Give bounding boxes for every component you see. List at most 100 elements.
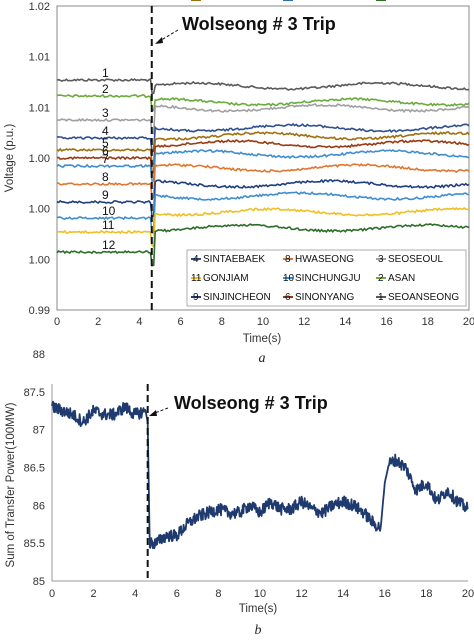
chart-a-x-axis-label: Time(s) [243, 333, 282, 345]
chart-b-y-tick-label: 87.5 [24, 387, 45, 399]
chart-a-y-tick-label: 1.01 [29, 52, 50, 64]
chart-b: 0 2 4 6 8 10 12 14 16 18 20 85 85.5 86 86.5 87 87.5 88 T… [5, 349, 474, 638]
chart-a-x-tick-label: 4 [136, 316, 142, 328]
chart-b-x-tick-label: 4 [132, 588, 138, 600]
chart-a-series-number-label: 6 [102, 144, 109, 158]
chart-a-x-tick-label: 2 [95, 316, 101, 328]
chart-a-legend-entry: 10 SINCHUNGJU [283, 273, 361, 284]
chart-a-x-tick-label: 12 [298, 316, 310, 328]
chart-a-legend-number: 8 [285, 254, 291, 265]
chart-a-y-tick-label: 1.01 [29, 102, 50, 114]
chart-a-series-number-label: 4 [102, 124, 109, 138]
chart-a-series-number-label: 9 [102, 188, 109, 202]
chart-a-legend-label: SINONYANG [295, 292, 354, 303]
chart-a-series-8-line [56, 162, 470, 200]
chart-a-y-tick-label: 1.00 [29, 254, 50, 266]
chart-b-x-tick-label: 10 [254, 588, 266, 600]
chart-a-legend-number: 11 [191, 273, 202, 284]
chart-a-legend-number: 5 [193, 0, 199, 3]
chart-a-series-4-line [57, 122, 470, 153]
chart-b-x-tick-label: 14 [337, 588, 349, 600]
chart-a-legend-entry: 4 SINTAEBAEK [191, 254, 265, 265]
chart-a-legend-number: 5 [285, 0, 291, 3]
chart-a-legend-entry: 6 SINONYANG [283, 292, 354, 303]
chart-b-x-tick-label: 20 [462, 588, 474, 600]
chart-b-annotation: Wolseong # 3 Trip [174, 393, 328, 413]
chart-a-legend-number: 3 [378, 254, 384, 265]
chart-a-series-10-line [56, 191, 470, 234]
chart-a-series-number-label: 10 [102, 204, 116, 218]
chart-a-legend-entry: 11 GONJIAM [191, 273, 249, 284]
chart-a-annotation: Wolseong # 3 Trip [182, 14, 336, 34]
chart-a-legend-entry: 2 ASAN [376, 273, 415, 284]
chart-a-series-number-label: 11 [102, 218, 115, 232]
chart-b-x-tick-label: 12 [295, 588, 307, 600]
chart-b-y-tick-label: 88 [33, 349, 45, 361]
chart-a-series-lines [56, 77, 470, 267]
chart-a-legend-label: SINGAPYEONG [295, 0, 369, 3]
chart-a-x-tick-label: 8 [219, 316, 225, 328]
chart-a-legend-entry: 9 SINJINCHEON [191, 292, 271, 303]
chart-b-y-tick-label: 87 [33, 425, 45, 437]
chart-b-y-ticks: 85 85.5 86 86.5 87 87.5 88 [24, 349, 45, 588]
chart-b-x-axis-label: Time(s) [239, 603, 278, 615]
chart-a-legend-label: SEOANSEONG [388, 292, 459, 303]
chart-b-x-ticks: 0 2 4 6 8 10 12 14 16 18 20 [49, 588, 474, 600]
chart-a-legend-label: SEOSEOUL [388, 254, 443, 265]
chart-a-y-tick-label: 0.99 [29, 305, 50, 317]
chart-a-legend-box [186, 249, 467, 307]
chart-a-legend-label: ASAN [388, 273, 415, 284]
chart-a-legend-entry: 12SINSEOSAN [376, 0, 446, 3]
chart-a-annotation-arrowhead [155, 37, 163, 44]
chart-a-legend-number: 1 [378, 292, 384, 303]
chart-a-legend-number: 4 [193, 254, 199, 265]
chart-a-series-2-line [56, 93, 470, 112]
chart-b-x-tick-label: 0 [49, 588, 55, 600]
chart-b-y-tick-label: 86 [33, 500, 45, 512]
chart-a-x-tick-label: 10 [257, 316, 269, 328]
chart-b-x-tick-label: 2 [91, 588, 97, 600]
chart-a-series-number-label: 3 [102, 106, 109, 120]
chart-a-subtitle: a [259, 351, 266, 366]
chart-b-y-tick-label: 85 [33, 576, 45, 588]
chart-a-legend-entry: 1 SEOANSEONG [376, 292, 459, 303]
chart-a-series-6-line [56, 138, 470, 174]
chart-a-legend-entry: 3 SEOSEOUL [376, 254, 443, 265]
chart-b-y-tick-label: 86.5 [24, 463, 45, 475]
chart-a-legend-number: 9 [193, 292, 199, 303]
chart-a-x-tick-label: 0 [54, 316, 60, 328]
chart-a-series-number-label: 7 [102, 152, 109, 166]
chart-a-series-7-line [56, 149, 470, 182]
chart-b-x-tick-label: 6 [174, 588, 180, 600]
chart-a-plot-frame [56, 5, 470, 311]
chart-a-legend-label: SINSEOSAN [388, 0, 446, 3]
chart-a-legend-entry: 5 SINGAPYEONG [283, 0, 369, 3]
chart-a-x-tick-label: 16 [380, 316, 392, 328]
chart-a-y-tick-label: 1.00 [29, 153, 50, 165]
chart-a-y-axis-label: Voltage (p.u.) [4, 124, 16, 193]
chart-a-legend-label: SINJINCHEON [203, 292, 271, 303]
chart-a-series-number-label: 8 [102, 170, 109, 184]
chart-a-series-9-line [56, 178, 470, 219]
chart-a-legend-label: GONJIAM [203, 273, 249, 284]
chart-b-y-tick-label: 85.5 [24, 538, 45, 550]
chart-a-y-tick-label: 1.00 [29, 204, 50, 216]
chart-a-series-12-line [56, 223, 470, 267]
chart-a-x-tick-label: 14 [339, 316, 351, 328]
chart-a-legend: 4 SINTAEBAEK 8 HWASEONG 3 SEOSEOUL 11 GONJIAM 10… [186, 0, 467, 307]
chart-a-series-number-label: 5 [102, 136, 109, 150]
chart-b-x-tick-label: 16 [379, 588, 391, 600]
chart-b-annotation-arrow [151, 407, 169, 415]
chart-b-x-tick-label: 8 [215, 588, 221, 600]
chart-a-legend-number: 2 [378, 273, 384, 284]
chart-a-y-tick-label: 1.02 [29, 1, 50, 13]
chart-a-legend-label: HWASEONG [295, 254, 354, 265]
chart-a-legend-number: 12 [376, 0, 388, 3]
chart-b-series-line [51, 400, 469, 550]
chart-a-series-number-label: 12 [102, 238, 116, 252]
chart-a-x-tick-label: 18 [422, 316, 434, 328]
chart-a-series-number-label: 1 [102, 66, 109, 80]
chart-a-series-3-line [56, 103, 470, 135]
chart-b-x-tick-label: 18 [420, 588, 432, 600]
